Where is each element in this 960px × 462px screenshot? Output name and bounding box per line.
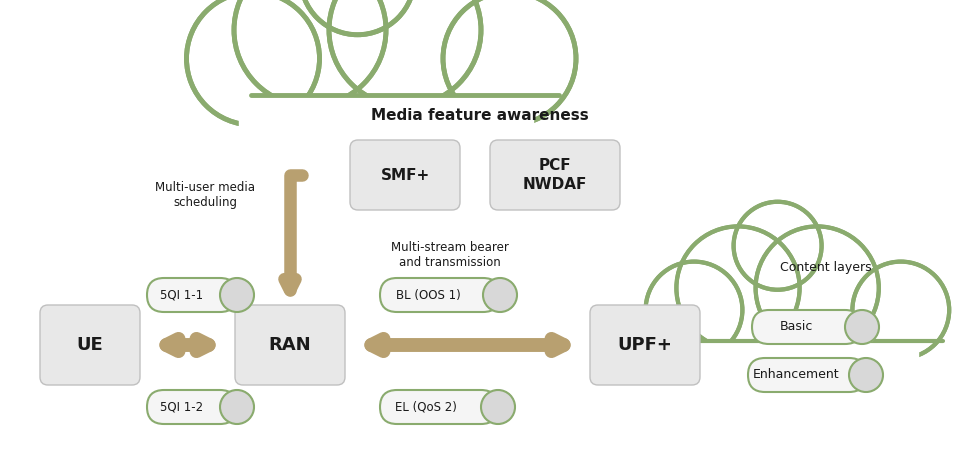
Text: UPF+: UPF+: [617, 336, 672, 354]
Circle shape: [645, 261, 742, 359]
FancyBboxPatch shape: [752, 310, 862, 344]
Circle shape: [186, 0, 320, 125]
FancyBboxPatch shape: [590, 305, 700, 385]
Text: SMF+: SMF+: [380, 168, 430, 182]
FancyBboxPatch shape: [147, 390, 237, 424]
Text: EL (QoS 2): EL (QoS 2): [396, 401, 457, 413]
FancyBboxPatch shape: [380, 278, 500, 312]
FancyBboxPatch shape: [748, 358, 866, 392]
Text: Enhancement: Enhancement: [753, 369, 839, 382]
FancyBboxPatch shape: [350, 140, 460, 210]
Circle shape: [220, 390, 254, 424]
Circle shape: [300, 0, 415, 35]
Text: Basic: Basic: [780, 321, 813, 334]
Text: 5QI 1-1: 5QI 1-1: [160, 288, 204, 302]
Circle shape: [234, 0, 386, 106]
Circle shape: [756, 226, 878, 350]
Circle shape: [220, 278, 254, 312]
Text: 5QI 1-2: 5QI 1-2: [160, 401, 204, 413]
Bar: [685, 336, 915, 366]
Bar: [681, 341, 919, 381]
Text: Multi-user media
scheduling: Multi-user media scheduling: [155, 181, 255, 209]
Text: BL (OOS 1): BL (OOS 1): [396, 288, 461, 302]
FancyBboxPatch shape: [380, 390, 498, 424]
FancyBboxPatch shape: [490, 140, 620, 210]
Text: PCF
NWDAF: PCF NWDAF: [523, 158, 588, 192]
Text: Media feature awareness: Media feature awareness: [372, 108, 588, 122]
Circle shape: [481, 390, 515, 424]
Text: RAN: RAN: [269, 336, 311, 354]
Circle shape: [677, 226, 800, 350]
Circle shape: [849, 358, 883, 392]
Text: Content layers: Content layers: [780, 261, 872, 274]
Bar: [239, 95, 533, 134]
Bar: [244, 91, 519, 122]
Circle shape: [845, 310, 879, 344]
FancyBboxPatch shape: [235, 305, 345, 385]
Circle shape: [329, 0, 481, 106]
FancyBboxPatch shape: [40, 305, 140, 385]
Circle shape: [733, 202, 822, 290]
FancyBboxPatch shape: [147, 278, 237, 312]
Circle shape: [852, 261, 949, 359]
Text: UE: UE: [77, 336, 104, 354]
Circle shape: [483, 278, 517, 312]
Circle shape: [443, 0, 576, 125]
Text: Multi-stream bearer
and transmission: Multi-stream bearer and transmission: [391, 241, 509, 269]
